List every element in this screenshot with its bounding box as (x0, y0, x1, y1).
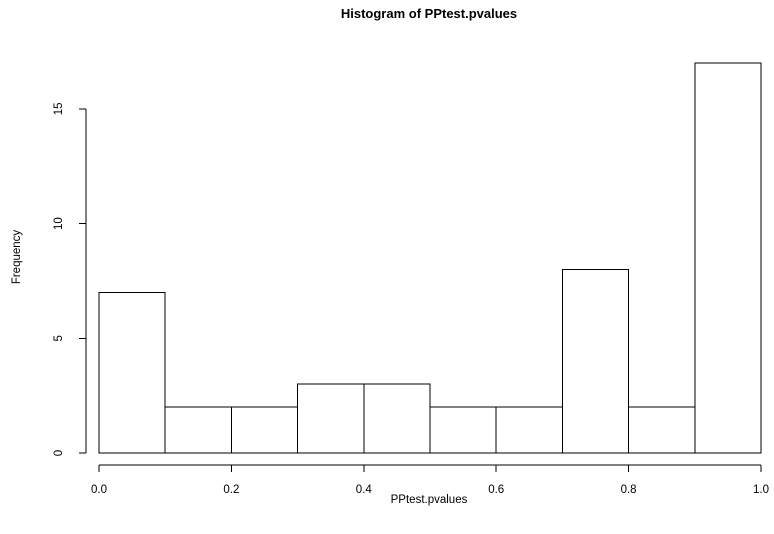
chart-title: Histogram of PPtest.pvalues (341, 6, 517, 21)
histogram-bar-1 (164, 406, 232, 454)
x-tick-label: 0.4 (356, 484, 373, 496)
y-tick-label: 10 (53, 217, 65, 230)
y-tick-label: 5 (53, 335, 65, 341)
y-tick-label: 15 (53, 102, 65, 115)
y-axis: 0 5 10 15 (53, 102, 87, 456)
histogram-bar-9 (694, 62, 762, 454)
histogram-bar-3 (297, 383, 365, 454)
x-tick-label: 1.0 (753, 484, 769, 496)
x-axis: 0.0 0.2 0.4 0.6 0.8 1.0 (91, 464, 769, 496)
histogram-bar-2 (230, 406, 299, 454)
histogram-bar-8 (628, 406, 696, 454)
x-axis-label: PPtest.pvalues (391, 494, 468, 506)
x-tick-label: 0.0 (91, 484, 107, 496)
x-tick-label: 0.2 (223, 484, 239, 496)
x-tick-label: 0.8 (621, 484, 637, 496)
y-tick-label: 0 (53, 450, 65, 456)
histogram-bar-0 (98, 291, 166, 454)
histogram-bar-5 (429, 406, 497, 454)
histogram-bar-7 (561, 268, 630, 454)
histogram-bar-4 (363, 383, 431, 454)
histogram-bar-6 (495, 406, 563, 454)
x-tick-label: 0.6 (488, 484, 504, 496)
y-axis-label: Frequency (11, 230, 23, 285)
bars-layer (98, 62, 762, 454)
